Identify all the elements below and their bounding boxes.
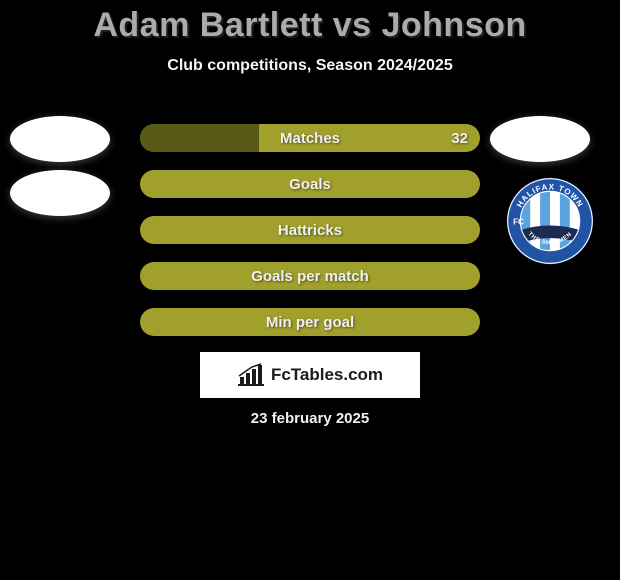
stat-bar-label: Matches (140, 124, 480, 152)
player-badge-right (490, 116, 590, 162)
stat-bar-label: Min per goal (140, 308, 480, 336)
stat-bar-label: Hattricks (140, 216, 480, 244)
stat-bar: Goals per match (140, 262, 480, 290)
stat-bar: Min per goal (140, 308, 480, 336)
stat-bars: Matches32 Goals Hattricks Goals per match Mi… (140, 124, 480, 354)
brand-box: FcTables.com (200, 352, 420, 398)
crest-fc-text: FC (513, 218, 524, 227)
stat-bar: Matches32 (140, 124, 480, 152)
page-title: Adam Bartlett vs Johnson (0, 0, 620, 45)
stat-bar: Hattricks (140, 216, 480, 244)
stat-bar-label: Goals (140, 170, 480, 198)
date-text: 23 february 2025 (0, 410, 620, 427)
comparison-card: Adam Bartlett vs Johnson Club competitio… (0, 0, 620, 440)
halifax-crest: HALIFAX TOWN THE SHAYMEN FC (505, 176, 595, 266)
stat-bar-label: Goals per match (140, 262, 480, 290)
bars-icon (237, 363, 265, 387)
player-badge-left (10, 116, 110, 162)
stat-bar: Goals (140, 170, 480, 198)
subtitle: Club competitions, Season 2024/2025 (0, 57, 620, 75)
player-badge-left (10, 170, 110, 216)
stat-bar-value-right: 32 (451, 124, 468, 152)
brand-text: FcTables.com (271, 365, 383, 385)
